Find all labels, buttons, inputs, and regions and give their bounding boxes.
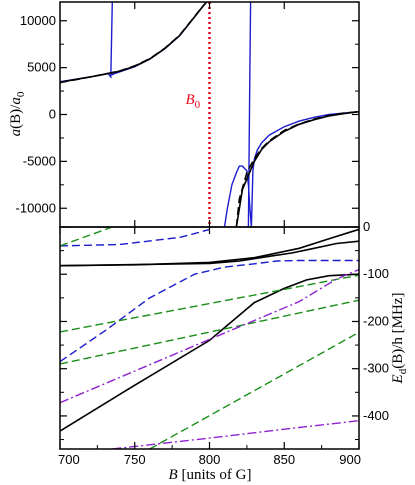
top-y-tick-label: -10000 xyxy=(16,200,56,215)
bottom-series-7 xyxy=(60,299,359,365)
bottom-x-tick-label: 850 xyxy=(273,452,295,467)
bottom-x-tick-label: 750 xyxy=(124,452,146,467)
bottom-y-tick-label: -300 xyxy=(363,361,389,376)
bottom-x-tick-label: 800 xyxy=(199,452,221,467)
bottom-y-tick-label: 0 xyxy=(363,219,370,234)
top-series-0-segment-4 xyxy=(250,111,359,227)
bottom-series-1 xyxy=(60,240,359,267)
top-y-tick-label: 5000 xyxy=(27,60,56,75)
top-series-2-segment-0 xyxy=(60,2,208,83)
top-y-tick-label: 10000 xyxy=(20,13,56,28)
top-series-2-segment-1 xyxy=(235,110,359,227)
top-y-tick-label: 0 xyxy=(49,107,56,122)
bottom-series-8 xyxy=(149,331,359,449)
top-series-0-segment-0 xyxy=(60,2,113,83)
bottom-y-tick-label: -100 xyxy=(363,266,389,281)
b0-annotation: B0 xyxy=(186,92,201,111)
bottom-panel: 0 -100 -200 -300 -400 700 750 800 850 900 B [unit… xyxy=(58,219,409,483)
bottom-x-tick-label: 900 xyxy=(339,452,361,467)
bottom-series-2 xyxy=(60,273,359,432)
top-series-1-segment-1 xyxy=(235,110,359,227)
bottom-series-10 xyxy=(112,420,359,449)
bottom-series-4 xyxy=(60,259,359,363)
bottom-series-5 xyxy=(60,227,113,247)
bottom-y-tick-label: -400 xyxy=(363,408,389,423)
top-panel: B0 -10000 -5000 0 5000 10000 a(B)/a0 xyxy=(8,1,360,228)
top-y-axis-label: a(B)/a0 xyxy=(8,91,27,136)
bottom-series-3 xyxy=(60,228,210,247)
bottom-series-6 xyxy=(60,274,359,333)
top-series-0-segment-1 xyxy=(110,2,208,76)
bottom-x-axis-label: B [units of G] xyxy=(169,467,252,483)
bottom-y-tick-label: -200 xyxy=(363,313,389,328)
bottom-x-tick-label: 700 xyxy=(58,452,80,467)
bottom-series-9 xyxy=(60,268,359,404)
bottom-y-axis-label: Ed(B)/h [MHz] xyxy=(390,293,409,385)
top-y-tick-label: -5000 xyxy=(23,153,56,168)
bottom-plot-frame xyxy=(59,226,360,450)
top-series-1-segment-0 xyxy=(60,2,208,84)
